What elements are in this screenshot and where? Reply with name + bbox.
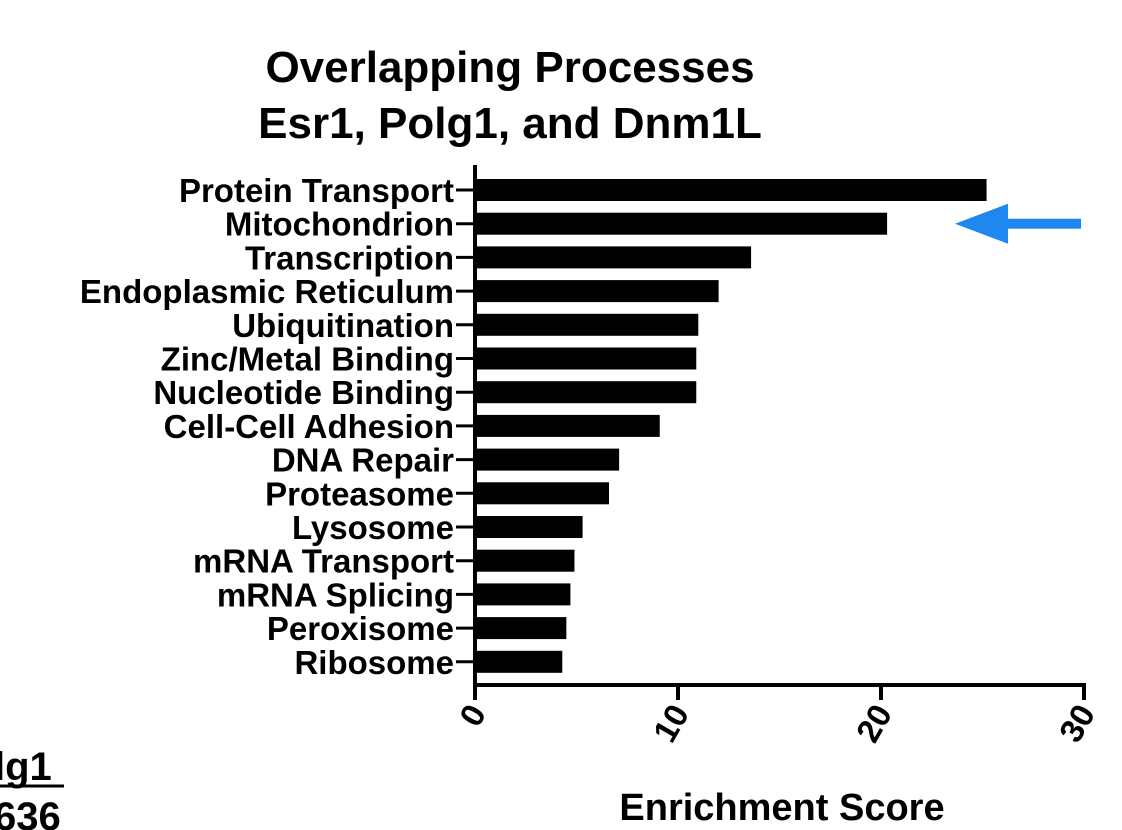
x-axis-label: Enrichment Score <box>619 787 944 829</box>
bar-14 <box>475 650 563 673</box>
arrow-head <box>955 203 1008 244</box>
bar-9 <box>475 482 609 505</box>
bar-4 <box>475 313 699 336</box>
bar-3 <box>475 280 719 303</box>
category-labels: Protein TransportMitochondrionTranscript… <box>80 172 454 681</box>
fragment-line-1: lg1 <box>0 745 52 789</box>
bar-7 <box>475 414 660 437</box>
x-tick-label-0: 0 <box>452 698 493 732</box>
fragment-line-2: 636 <box>0 795 61 830</box>
bar-1 <box>475 212 888 235</box>
bar-12 <box>475 583 571 606</box>
bars <box>475 179 987 673</box>
chart-title-line-2: Esr1, Polg1, and Dnm1L <box>258 99 762 148</box>
annotation <box>955 203 1081 244</box>
category-label-9: Proteasome <box>265 475 454 512</box>
bar-2 <box>475 246 752 269</box>
category-label-5: Zinc/Metal Binding <box>161 341 454 378</box>
x-tick-label-1: 10 <box>646 698 696 748</box>
arrow-shaft <box>1000 218 1081 229</box>
category-label-10: Lysosome <box>292 509 454 546</box>
x-tick-label-2: 20 <box>849 698 899 748</box>
category-label-1: Mitochondrion <box>225 206 454 243</box>
category-label-3: Endoplasmic Reticulum <box>80 273 454 310</box>
category-label-2: Transcription <box>245 239 454 276</box>
bar-11 <box>475 549 575 572</box>
category-label-11: mRNA Transport <box>193 543 454 580</box>
bar-8 <box>475 448 620 471</box>
category-label-12: mRNA Splicing <box>217 576 454 613</box>
chart-title-line-1: Overlapping Processes <box>265 43 754 92</box>
bar-13 <box>475 617 567 640</box>
chart-title: Overlapping Processes Esr1, Polg1, and Dn… <box>258 43 762 148</box>
bar-10 <box>475 516 583 538</box>
cropped-side-text: lg1 636 <box>0 745 64 830</box>
category-label-14: Ribosome <box>294 644 454 681</box>
category-label-6: Nucleotide Binding <box>153 374 454 411</box>
bar-0 <box>475 179 987 201</box>
x-tick-labels: 0 10 20 30 <box>452 698 1102 748</box>
category-label-8: DNA Repair <box>272 442 454 479</box>
bar-6 <box>475 381 697 404</box>
category-label-0: Protein Transport <box>179 172 454 209</box>
x-tick-label-3: 30 <box>1052 698 1102 748</box>
category-label-13: Peroxisome <box>267 610 454 647</box>
category-label-4: Ubiquitination <box>232 307 454 344</box>
axes <box>456 165 1086 700</box>
category-label-7: Cell-Cell Adhesion <box>164 408 454 445</box>
bar-5 <box>475 347 697 370</box>
